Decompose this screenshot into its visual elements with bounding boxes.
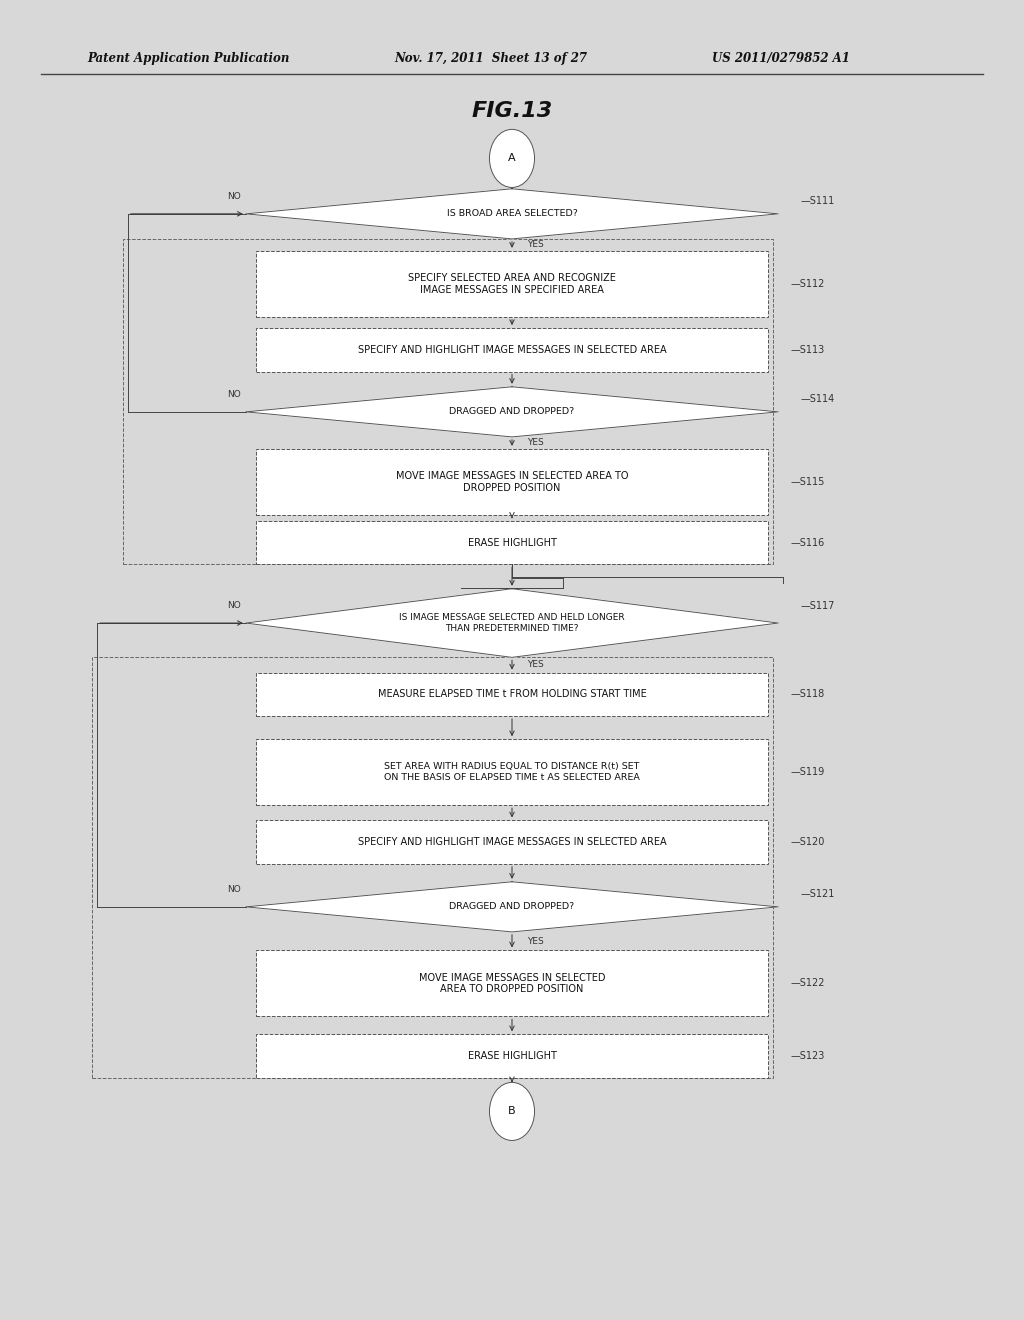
Text: —S114: —S114	[801, 395, 835, 404]
Text: IS BROAD AREA SELECTED?: IS BROAD AREA SELECTED?	[446, 210, 578, 218]
Text: —S118: —S118	[791, 689, 824, 700]
Text: NO: NO	[227, 191, 241, 201]
FancyBboxPatch shape	[256, 821, 768, 865]
Text: ERASE HIGHLIGHT: ERASE HIGHLIGHT	[468, 537, 556, 548]
Text: Patent Application Publication: Patent Application Publication	[87, 51, 290, 65]
Text: SPECIFY AND HIGHLIGHT IMAGE MESSAGES IN SELECTED AREA: SPECIFY AND HIGHLIGHT IMAGE MESSAGES IN …	[357, 837, 667, 847]
Text: B: B	[508, 1106, 516, 1117]
Text: FIG.13: FIG.13	[471, 100, 553, 121]
FancyBboxPatch shape	[256, 449, 768, 515]
Text: SET AREA WITH RADIUS EQUAL TO DISTANCE R(t) SET
ON THE BASIS OF ELAPSED TIME t A: SET AREA WITH RADIUS EQUAL TO DISTANCE R…	[384, 763, 640, 781]
Text: —S123: —S123	[791, 1051, 825, 1061]
Text: US 2011/0279852 A1: US 2011/0279852 A1	[712, 51, 850, 65]
Text: YES: YES	[527, 438, 544, 447]
Text: NO: NO	[227, 884, 241, 894]
Polygon shape	[246, 589, 778, 657]
FancyBboxPatch shape	[256, 739, 768, 805]
Text: MOVE IMAGE MESSAGES IN SELECTED
AREA TO DROPPED POSITION: MOVE IMAGE MESSAGES IN SELECTED AREA TO …	[419, 973, 605, 994]
Text: YES: YES	[527, 937, 544, 945]
Polygon shape	[246, 882, 778, 932]
Text: DRAGGED AND DROPPED?: DRAGGED AND DROPPED?	[450, 903, 574, 911]
FancyBboxPatch shape	[256, 327, 768, 372]
Circle shape	[489, 129, 535, 187]
Text: YES: YES	[527, 240, 544, 249]
Text: —S121: —S121	[801, 890, 836, 899]
Text: —S122: —S122	[791, 978, 825, 989]
Text: YES: YES	[527, 660, 544, 669]
Text: IS IMAGE MESSAGE SELECTED AND HELD LONGER
THAN PREDETERMINED TIME?: IS IMAGE MESSAGE SELECTED AND HELD LONGE…	[399, 614, 625, 632]
Text: A: A	[508, 153, 516, 164]
Text: —S112: —S112	[791, 279, 825, 289]
Text: NO: NO	[227, 389, 241, 399]
Text: ERASE HIGHLIGHT: ERASE HIGHLIGHT	[468, 1051, 556, 1061]
FancyBboxPatch shape	[256, 520, 768, 565]
Text: MOVE IMAGE MESSAGES IN SELECTED AREA TO
DROPPED POSITION: MOVE IMAGE MESSAGES IN SELECTED AREA TO …	[395, 471, 629, 492]
Text: —S113: —S113	[791, 345, 824, 355]
FancyBboxPatch shape	[256, 1035, 768, 1077]
FancyBboxPatch shape	[256, 251, 768, 317]
Text: MEASURE ELAPSED TIME t FROM HOLDING START TIME: MEASURE ELAPSED TIME t FROM HOLDING STAR…	[378, 689, 646, 700]
Text: —S116: —S116	[791, 537, 824, 548]
Text: —S120: —S120	[791, 837, 825, 847]
Text: —S115: —S115	[791, 477, 825, 487]
Text: —S117: —S117	[801, 601, 836, 611]
FancyBboxPatch shape	[256, 673, 768, 715]
Polygon shape	[246, 387, 778, 437]
Text: —S111: —S111	[801, 197, 835, 206]
Text: Nov. 17, 2011  Sheet 13 of 27: Nov. 17, 2011 Sheet 13 of 27	[394, 51, 587, 65]
Polygon shape	[246, 189, 778, 239]
Text: SPECIFY AND HIGHLIGHT IMAGE MESSAGES IN SELECTED AREA: SPECIFY AND HIGHLIGHT IMAGE MESSAGES IN …	[357, 345, 667, 355]
Text: NO: NO	[227, 601, 241, 610]
Circle shape	[489, 1082, 535, 1140]
Text: SPECIFY SELECTED AREA AND RECOGNIZE
IMAGE MESSAGES IN SPECIFIED AREA: SPECIFY SELECTED AREA AND RECOGNIZE IMAG…	[408, 273, 616, 294]
Text: DRAGGED AND DROPPED?: DRAGGED AND DROPPED?	[450, 408, 574, 416]
FancyBboxPatch shape	[256, 950, 768, 1016]
Text: —S119: —S119	[791, 767, 824, 777]
